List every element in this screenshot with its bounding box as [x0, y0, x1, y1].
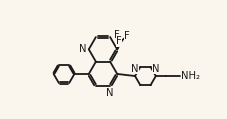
- Text: N: N: [106, 88, 113, 98]
- Text: N: N: [79, 44, 86, 54]
- Text: F: F: [124, 31, 130, 41]
- Text: F: F: [114, 30, 120, 40]
- Text: F: F: [116, 36, 121, 46]
- Text: N: N: [131, 64, 138, 74]
- Text: N: N: [151, 64, 159, 74]
- Text: NH₂: NH₂: [180, 71, 199, 81]
